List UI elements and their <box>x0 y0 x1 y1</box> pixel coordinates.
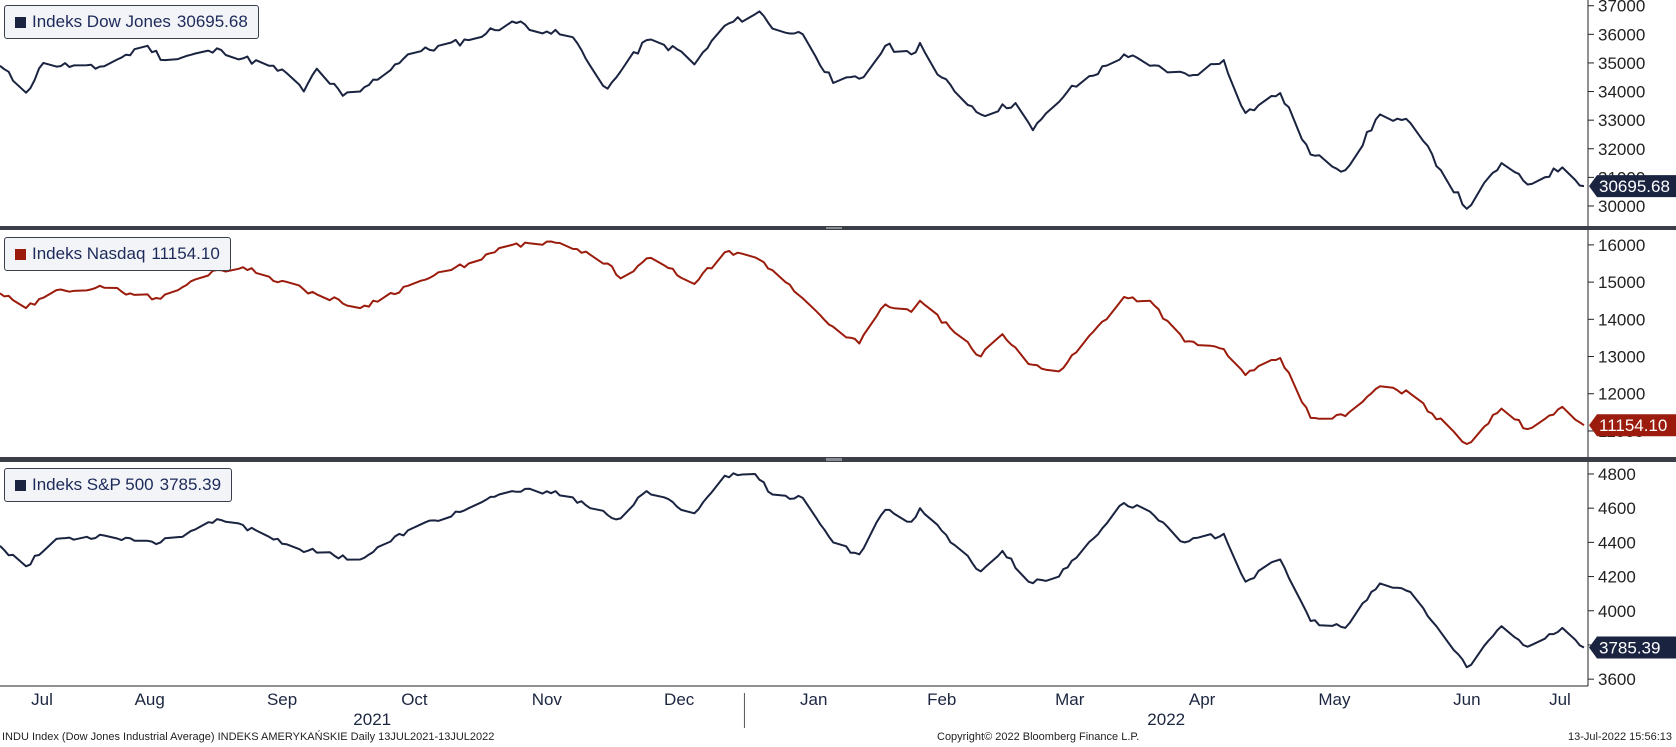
x-month-label: Dec <box>664 690 695 709</box>
y-tick-label: 4400 <box>1598 533 1636 552</box>
y-tick-label: 4800 <box>1598 465 1636 484</box>
y-tick-label: 12000 <box>1598 385 1645 404</box>
y-tick-label: 14000 <box>1598 310 1645 329</box>
legend-sp500-name: Indeks S&P 500 <box>32 475 154 494</box>
x-month-label: May <box>1318 690 1351 709</box>
x-month-label: Aug <box>135 690 165 709</box>
separator-grip <box>826 227 842 229</box>
legend-dow-value: 30695.68 <box>176 12 248 31</box>
series-line-1 <box>0 240 1585 445</box>
separator-grip <box>826 458 842 461</box>
y-tick-label: 4200 <box>1598 568 1636 587</box>
y-tick-label: 34000 <box>1598 83 1645 102</box>
x-month-label: Oct <box>401 690 428 709</box>
x-month-label: Feb <box>927 690 956 709</box>
last-value-label: 11154.10 <box>1599 416 1667 435</box>
x-month-label: Nov <box>532 690 563 709</box>
footer-description: INDU Index (Dow Jones Industrial Average… <box>2 731 495 743</box>
legend-sp500: Indeks S&P 500 3785.39 <box>4 468 233 502</box>
legend-sp500-value: 3785.39 <box>159 475 222 494</box>
x-month-label: Apr <box>1189 690 1216 709</box>
x-year-label: 2021 <box>353 710 391 729</box>
legend-nasdaq-value: 11154.10 <box>151 244 220 263</box>
y-tick-label: 37000 <box>1598 0 1645 16</box>
x-month-label: Jun <box>1453 690 1480 709</box>
y-tick-label: 30000 <box>1598 197 1645 216</box>
y-tick-label: 33000 <box>1598 111 1645 130</box>
x-month-label: Jul <box>31 690 53 709</box>
y-tick-label: 16000 <box>1598 236 1645 255</box>
last-value-label: 30695.68 <box>1599 177 1670 196</box>
y-tick-label: 15000 <box>1598 273 1645 292</box>
legend-swatch-nasdaq <box>15 248 26 260</box>
x-month-label: Mar <box>1055 690 1085 709</box>
x-month-label: Jan <box>800 690 827 709</box>
series-line-2 <box>0 472 1585 669</box>
legend-swatch-sp500 <box>15 479 26 491</box>
footer-copyright: Copyright© 2022 Bloomberg Finance L.P. <box>937 731 1140 743</box>
y-tick-label: 36000 <box>1598 25 1645 44</box>
last-value-flag <box>1589 175 1676 198</box>
x-month-label: Jul <box>1549 690 1571 709</box>
last-value-flag <box>1589 636 1676 659</box>
footer-timestamp: 13-Jul-2022 15:56:13 <box>1568 731 1672 743</box>
x-month-label: Sep <box>267 690 297 709</box>
y-tick-label: 4600 <box>1598 499 1636 518</box>
last-value-flag <box>1589 414 1676 437</box>
legend-dow-jones: Indeks Dow Jones 30695.68 <box>4 5 259 39</box>
y-tick-label: 32000 <box>1598 140 1645 159</box>
last-value-label: 3785.39 <box>1599 638 1660 657</box>
legend-nasdaq-name: Indeks Nasdaq <box>32 244 146 263</box>
x-year-label: 2022 <box>1147 710 1185 729</box>
y-tick-label: 35000 <box>1598 54 1645 73</box>
legend-nasdaq: Indeks Nasdaq 11154.10 <box>4 237 231 271</box>
y-tick-label: 13000 <box>1598 348 1645 367</box>
y-tick-label: 4000 <box>1598 602 1636 621</box>
legend-swatch-dow <box>15 16 26 28</box>
series-line-0 <box>0 10 1585 210</box>
y-tick-label: 3600 <box>1598 670 1636 689</box>
legend-dow-name: Indeks Dow Jones <box>32 12 171 31</box>
